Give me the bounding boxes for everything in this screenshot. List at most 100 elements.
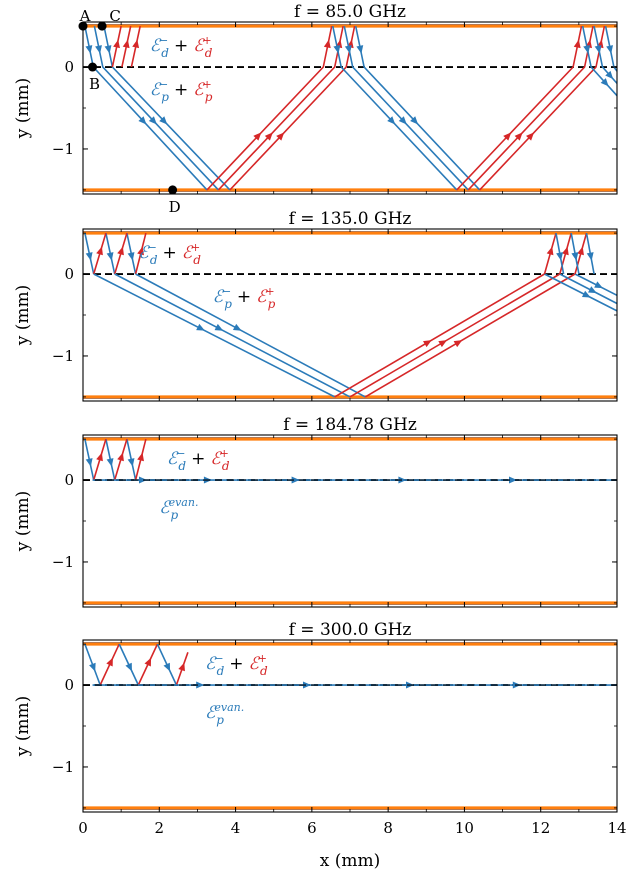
ray-arrow (594, 281, 603, 289)
ray-blue (559, 273, 618, 305)
ray-arrow (556, 252, 564, 261)
ray-arrow (356, 45, 364, 54)
ray-red (206, 25, 333, 191)
y-tick-label: 0 (64, 471, 74, 489)
ray-arrow (586, 252, 594, 261)
panel-4: f = 300.0 GHz ℰ− d + ℰ+ d ℰevan. p 0 −1 0 2 4 6 8 10 12 1… (13, 620, 627, 837)
ray-arrow (583, 45, 591, 54)
ray-arrow (159, 116, 168, 125)
x-tick-label: 10 (455, 819, 474, 837)
y-axis-label: y (mm) (13, 491, 33, 553)
ray-arrow (148, 116, 157, 125)
ray-arrow (571, 252, 579, 261)
ray-blue (93, 25, 219, 191)
ray-arrow (561, 246, 569, 256)
ray-arrow (95, 45, 102, 54)
evanescent-arrow (303, 681, 311, 689)
ray-arrow (163, 662, 171, 672)
point-b (88, 62, 98, 72)
panel-title: f = 85.0 GHz (294, 2, 406, 22)
y-tick-label: −1 (52, 347, 74, 365)
ray-arrow (605, 70, 614, 80)
mode-label-d: ℰ− d + ℰ+ d (138, 241, 201, 267)
evanescent-arrow (398, 476, 407, 484)
ray-arrow (178, 662, 185, 672)
x-tick-label: 2 (155, 819, 165, 837)
ray-red (364, 273, 576, 398)
ray-red (229, 25, 356, 191)
y-axis-label: y (mm) (13, 696, 33, 758)
x-axis-label: x (mm) (320, 851, 381, 871)
x-tick-label: 12 (531, 819, 550, 837)
panel-title: f = 300.0 GHz (289, 620, 412, 640)
ray-arrow (122, 39, 130, 49)
ray-arrow (387, 116, 396, 125)
mode-label-d: ℰ− d + ℰ+ d (205, 652, 268, 678)
x-tick-label: 0 (78, 819, 88, 837)
y-tick-label: −1 (52, 553, 74, 571)
ray-blue (84, 25, 208, 191)
ray-arrow (398, 116, 407, 125)
ray-red (467, 25, 594, 191)
plot-frame (82, 434, 618, 608)
ray-arrow (113, 39, 120, 49)
y-tick-label: −1 (52, 140, 74, 158)
ray-arrow (323, 39, 331, 49)
ray-arrow (89, 662, 96, 672)
plot-frame (82, 639, 618, 813)
ray-arrow (588, 286, 597, 294)
ray-blue (343, 25, 469, 191)
ray-red (334, 273, 545, 398)
ray-blue (114, 273, 351, 398)
panel-3: f = 184.78 GHz ℰ− d + ℰ+ d ℰevan. p 0 −1 y (mm) (13, 415, 618, 608)
x-tick-label: 6 (307, 819, 317, 837)
mode-label-evan: ℰevan. p (159, 496, 198, 522)
ray-arrow (137, 246, 144, 256)
y-tick-label: 0 (64, 58, 74, 76)
ray-arrow (253, 132, 262, 141)
ray-blue (135, 273, 366, 398)
point-label: C (109, 7, 120, 25)
ray-arrow (117, 452, 124, 462)
ray-arrow (577, 246, 584, 256)
y-axis-label: y (mm) (13, 78, 33, 140)
ray-arrow (117, 246, 124, 256)
ray-arrow (594, 45, 602, 54)
ray-arrow (196, 323, 205, 331)
panel-2: f = 135.0 GHz ℰ− d + ℰ+ d ℰ− p + ℰ+ p 0 −1 y (mm) (13, 209, 618, 402)
ray-blue (354, 25, 481, 191)
ray-arrow (453, 340, 463, 348)
ray-arrow (132, 39, 140, 49)
evanescent-arrow (196, 681, 205, 689)
evanescent-arrow (509, 476, 517, 484)
panel-1: f = 85.0 GHz ℰ− d + ℰ+ d ℰ− p + ℰ+ p A C B D 0 −1 y (mm) (13, 2, 618, 216)
ray-arrow (214, 323, 224, 331)
point-d (168, 185, 178, 195)
ray-red (217, 25, 344, 191)
point-label: A (79, 7, 91, 25)
ray-arrow (573, 39, 581, 49)
ray-arrow (127, 458, 135, 467)
mode-label-d: ℰ− d + ℰ+ d (167, 447, 230, 473)
panel-title: f = 135.0 GHz (289, 209, 412, 229)
ray-arrow (410, 116, 419, 125)
ray-arrow (106, 252, 114, 261)
point-label: B (89, 75, 100, 93)
ray-arrow (96, 452, 103, 462)
ray-arrow (85, 45, 93, 54)
y-tick-label: 0 (64, 676, 74, 694)
ray-arrow (232, 323, 242, 331)
ray-blue (93, 273, 336, 398)
ray-arrow (125, 662, 132, 672)
ray-arrow (344, 45, 352, 54)
mode-label-p: ℰ− p + ℰ+ p (213, 285, 276, 311)
ray-arrow (106, 458, 114, 467)
ray-arrow (423, 340, 432, 348)
y-tick-label: 0 (64, 265, 74, 283)
ray-arrow (144, 657, 152, 667)
mode-label-d: ℰ− d + ℰ+ d (150, 34, 213, 60)
ray-arrow (104, 45, 112, 54)
mode-label-evan: ℰevan. p (205, 701, 244, 727)
ray-arrow (333, 45, 341, 54)
